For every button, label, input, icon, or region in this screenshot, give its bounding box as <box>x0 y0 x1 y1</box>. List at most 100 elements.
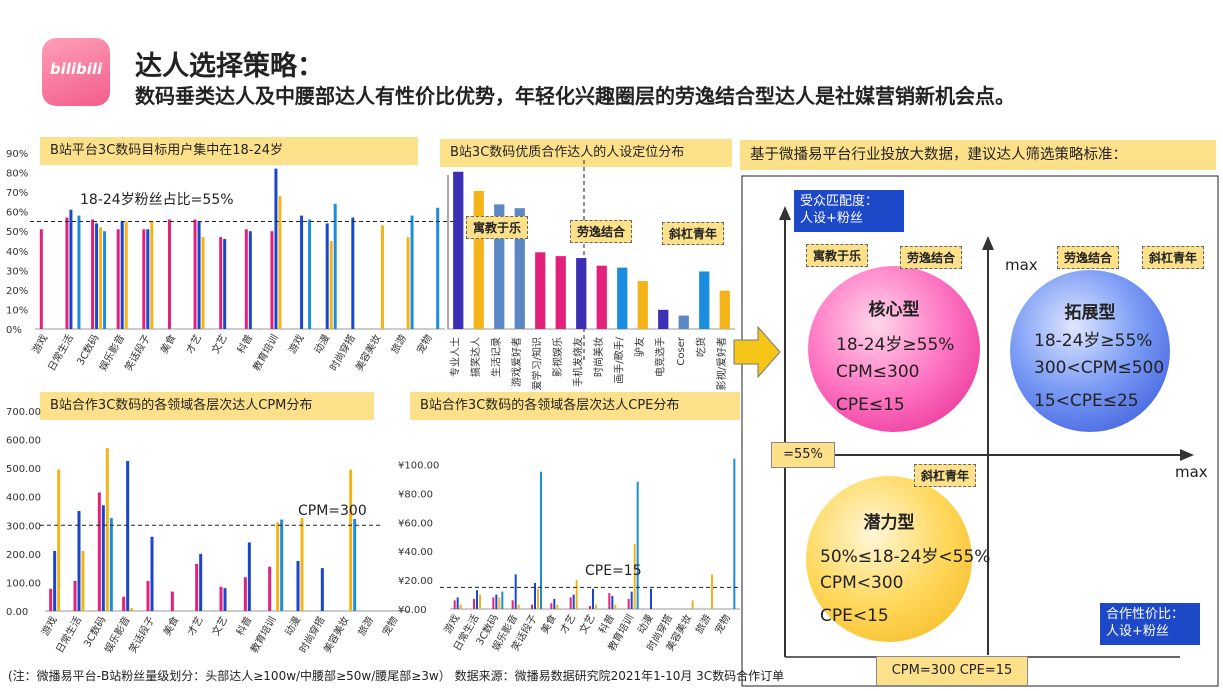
cpm-bar <box>268 566 272 611</box>
age-x-label: 才艺 <box>183 332 204 356</box>
logo-text: bilibili <box>49 60 103 78</box>
cpe-x-label: 科普 <box>596 612 617 636</box>
persona-bar <box>699 271 710 329</box>
persona-chart-title: B站3C数码优质合作达人的人设定位分布 <box>440 139 732 167</box>
cpm-x-label: 宠物 <box>379 614 400 638</box>
cpm-bar <box>247 542 251 611</box>
age-bar <box>406 237 410 329</box>
persona-x-label: 吃货 <box>694 337 707 357</box>
y-max-label: max <box>1005 256 1038 274</box>
cpm-bar <box>126 461 130 611</box>
cpm-bar <box>109 518 113 611</box>
cpe-bar <box>575 580 578 609</box>
age-y-tick: 0% <box>6 325 22 336</box>
age-bar <box>146 229 150 329</box>
cpm-bar <box>195 563 199 611</box>
age-bar <box>308 219 312 329</box>
cpe-bar <box>630 591 633 609</box>
cpe-bar <box>534 582 536 609</box>
cpe-bar <box>517 604 520 609</box>
cpe-bar <box>531 604 533 609</box>
cpe-bar <box>614 604 617 609</box>
persona-x-label: 影视娱乐 <box>551 337 564 377</box>
cpm-x-label: 才艺 <box>185 614 206 638</box>
cpm-y-tick: 400.00 <box>6 493 41 504</box>
x-max-label: max <box>1175 463 1208 481</box>
cpe-x-label: 才艺 <box>557 612 578 636</box>
cpe-y-tick: ¥100.00 <box>398 460 439 471</box>
cpe-bar <box>511 600 514 609</box>
cpm-y-tick: 0.00 <box>6 607 28 618</box>
transition-arrow-icon <box>733 325 781 379</box>
page-subtitle: 数码垂类达人及中腰部达人有性价比优势，年轻化兴趣圈层的劳逸结合型达人是社媒营销新… <box>135 84 1015 108</box>
core-tag-2: 劳逸结合 <box>900 246 963 269</box>
persona-bar <box>596 265 607 329</box>
age-y-tick: 50% <box>6 227 28 238</box>
cpe-x-label: 旅游 <box>692 612 713 636</box>
cpm-reference-annotation: CPM=300 <box>298 503 367 519</box>
strategy-y-arrow <box>779 206 791 220</box>
persona-bar <box>678 315 689 329</box>
strategy-title: 基于微播易平台行业投放大数据，建议达人筛选策略标准： <box>740 140 1216 170</box>
cpe-bar <box>608 593 611 609</box>
age-x-label: 3C数码 <box>74 332 102 367</box>
cpm-x-label: 动漫 <box>283 615 303 638</box>
persona-x-label: 影视/爱好者 <box>715 337 728 390</box>
persona-bar <box>473 190 484 329</box>
potential-title: 潜力型 <box>863 513 915 533</box>
age-bar <box>65 217 69 329</box>
cpe-bar <box>492 597 495 609</box>
cpe-bar <box>650 588 652 609</box>
cpe-bar <box>633 543 636 609</box>
age-y-tick: 90% <box>6 149 28 160</box>
cpm-x-label: 3C数码 <box>80 614 108 649</box>
cpe-x-label: 游戏 <box>441 612 462 636</box>
expand-line-3: 15<CPE≤25 <box>1034 391 1139 411</box>
y-reference-box: =55% <box>771 442 835 468</box>
age-x-label: 游戏 <box>29 332 50 356</box>
cpm-bar <box>349 469 353 611</box>
cpe-bar <box>556 604 559 609</box>
cpe-chart-title: B站合作3C数码的各领域各层次达人CPE分布 <box>410 392 740 420</box>
cpm-y-tick: 300.00 <box>6 521 41 532</box>
persona-bar <box>535 252 546 329</box>
age-bar <box>116 229 120 329</box>
cpe-y-tick: ¥20.00 <box>398 576 433 587</box>
cpm-chart-title: B站合作3C数码的各领域各层次达人CPM分布 <box>40 392 374 420</box>
cpe-reference-annotation: CPE=15 <box>585 563 642 579</box>
age-x-label: 文艺 <box>209 332 230 356</box>
cpm-bar <box>150 536 154 611</box>
cpm-bar <box>49 588 53 611</box>
core-line-2: CPM≤300 <box>836 362 920 382</box>
expand-tag-2: 斜杠青年 <box>1142 246 1205 269</box>
persona-bar <box>576 258 587 329</box>
age-bar <box>351 217 355 329</box>
expand-line-1: 18-24岁≥55% <box>1034 331 1153 351</box>
persona-x-label: Coser <box>676 336 687 365</box>
cpm-bar <box>101 505 105 611</box>
cpe-bar <box>572 594 575 609</box>
x-reference-box: CPM=300 CPE=15 <box>876 656 1028 686</box>
persona-bar <box>555 256 566 329</box>
cpm-x-label: 文艺 <box>209 614 230 638</box>
cpm-bar <box>77 511 81 611</box>
cpe-bar <box>636 481 639 609</box>
cpm-bar <box>223 588 227 611</box>
age-bar <box>150 221 154 329</box>
age-bar <box>278 196 282 329</box>
potential-line-3: CPE<15 <box>820 606 889 626</box>
cpm-x-label: 科普 <box>233 614 254 638</box>
age-y-tick: 10% <box>6 305 28 316</box>
cpm-x-label: 美食 <box>160 614 181 638</box>
age-y-tick: 40% <box>6 247 28 258</box>
cpe-y-tick: ¥60.00 <box>398 518 433 529</box>
cpm-y-tick: 700.00 <box>6 407 41 418</box>
age-bar <box>77 215 81 329</box>
bilibili-logo: bilibili <box>42 38 110 106</box>
cpe-bar <box>733 458 736 609</box>
persona-tag-work-life: 劳逸结合 <box>570 220 633 243</box>
age-bar <box>325 223 329 329</box>
persona-bar <box>617 267 628 329</box>
age-y-tick: 60% <box>6 208 28 219</box>
cpe-bar <box>498 597 501 609</box>
